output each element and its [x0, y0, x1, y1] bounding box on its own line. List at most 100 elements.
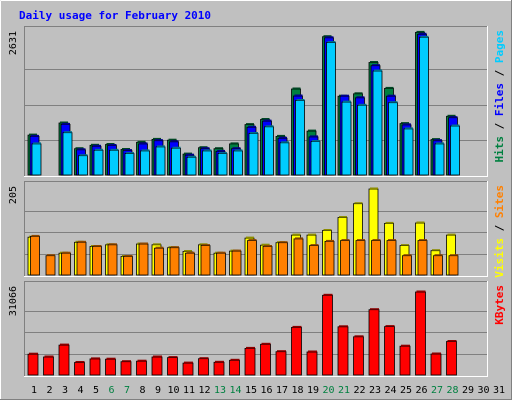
bar-top-sites-day-18	[295, 237, 303, 239]
bar-pages-day-21	[341, 101, 352, 176]
legend-separator: /	[493, 63, 506, 83]
bar-top-sites-day-12	[202, 244, 210, 246]
bar-top-hits-day-25	[401, 122, 409, 124]
bar-kbytes-day-3	[58, 344, 70, 376]
bar-sites-day-25	[402, 255, 412, 276]
bar-top-files-day-15	[248, 125, 256, 128]
bar-top-sites-day-23	[372, 239, 381, 241]
bar-top-files-day-1	[31, 134, 39, 137]
bar-top-files-day-18	[294, 94, 303, 96]
bar-top-files-day-6	[108, 144, 117, 146]
bar-sites-day-28	[448, 255, 459, 276]
bar-top-visits-day-9	[153, 243, 161, 245]
bar-top-pages-day-21	[343, 100, 351, 103]
day-label-20: 20	[322, 385, 334, 396]
bar-top-kbytes-day-18	[292, 325, 302, 328]
bar-kbytes-day-20	[322, 294, 333, 376]
legend-item-hits: Hits	[493, 136, 506, 163]
bar-kbytes-day-26	[415, 291, 426, 376]
y-max-label: 31066	[8, 286, 19, 316]
bar-top-files-day-23	[372, 64, 380, 66]
bar-top-kbytes-day-25	[401, 344, 410, 347]
day-label-15: 15	[245, 385, 257, 396]
bar-top-kbytes-day-20	[323, 293, 333, 296]
bar-kbytes-day-23	[368, 309, 380, 376]
bar-sites-day-5	[92, 246, 102, 276]
y-max-label: 2631	[8, 31, 19, 55]
bar-top-pages-day-27	[436, 142, 444, 144]
bar-top-pages-day-9	[157, 145, 165, 147]
bar-pages-day-7	[124, 153, 135, 176]
bar-top-files-day-5	[93, 144, 101, 147]
bar-top-sites-day-3	[62, 251, 71, 254]
bar-top-visits-day-28	[447, 233, 456, 236]
bar-top-sites-day-22	[357, 239, 365, 241]
bar-top-sites-day-1	[31, 234, 40, 237]
bar-top-hits-day-22	[354, 92, 363, 94]
day-label-9: 9	[155, 385, 161, 396]
bar-top-hits-day-15	[246, 123, 254, 125]
bar-top-hits-day-24	[385, 86, 394, 89]
bar-top-sites-day-26	[419, 239, 427, 241]
day-label-25: 25	[400, 385, 412, 396]
bar-sites-day-13	[216, 252, 226, 276]
bar-pages-day-4	[78, 155, 88, 176]
bar-top-visits-day-25	[401, 244, 409, 246]
bar-top-files-day-21	[341, 94, 349, 97]
bar-top-hits-day-23	[370, 61, 378, 63]
legend-item-sites: Sites	[493, 185, 506, 218]
bar-kbytes-day-13	[213, 361, 225, 376]
legend: KBytes	[493, 285, 506, 325]
bar-sites-day-27	[433, 255, 443, 276]
bar-top-hits-day-28	[447, 114, 456, 117]
bar-top-files-day-7	[124, 149, 132, 151]
bar-kbytes-day-12	[198, 358, 209, 376]
bar-top-pages-day-8	[141, 149, 150, 151]
panel-kbytes: 31066 KBytes	[8, 281, 506, 377]
bar-top-files-day-8	[139, 142, 148, 144]
bar-pages-day-14	[233, 150, 243, 176]
bar-top-pages-day-11	[188, 155, 196, 158]
bar-sites-day-10	[169, 247, 180, 276]
bar-pages-day-8	[140, 150, 150, 176]
bar-top-sites-day-2	[47, 254, 55, 256]
bar-pages-day-5	[93, 149, 104, 176]
legend-separator: /	[493, 116, 506, 136]
bar-pages-day-10	[171, 147, 181, 176]
bar-kbytes-day-19	[306, 351, 318, 376]
bar-top-kbytes-day-10	[168, 356, 178, 358]
bar-top-hits-day-1	[29, 133, 37, 136]
bar-top-visits-day-12	[199, 243, 208, 245]
day-axis: 1 2 3 4 5 6 7 8 9 10 11 12 13 14 15 16 17 18 19 20 21 22 23 24 2…	[31, 385, 505, 396]
bar-pages-day-11	[186, 156, 197, 176]
bar-top-files-day-19	[310, 135, 318, 137]
bar-top-visits-day-16	[261, 243, 270, 246]
bar-sites-day-14	[231, 250, 242, 276]
bar-top-pages-day-10	[172, 146, 181, 149]
bar-sites-day-2	[45, 255, 56, 276]
bar-sites-day-8	[138, 243, 149, 276]
bar-kbytes-day-18	[291, 326, 302, 376]
bar-top-kbytes-day-5	[91, 357, 100, 359]
bar-top-kbytes-day-13	[215, 360, 224, 363]
bar-top-files-day-17	[279, 136, 287, 139]
bar-sites-day-16	[262, 246, 273, 276]
bar-top-pages-day-18	[296, 99, 305, 101]
bar-pages-day-16	[264, 126, 274, 176]
bar-top-pages-day-4	[79, 154, 88, 156]
chart-title: Daily usage for February 2010	[19, 9, 211, 22]
bar-top-sites-day-15	[248, 239, 257, 241]
bar-top-pages-day-13	[219, 152, 227, 154]
bar-top-kbytes-day-19	[308, 350, 317, 352]
day-label-21: 21	[338, 385, 350, 396]
bar-top-hits-day-6	[106, 143, 115, 145]
bar-top-hits-day-26	[416, 30, 425, 33]
bar-kbytes-day-6	[105, 358, 116, 376]
bar-top-hits-day-16	[261, 118, 270, 120]
bar-top-files-day-14	[232, 147, 241, 149]
day-label-16: 16	[260, 385, 272, 396]
legend-item-pages: Pages	[493, 30, 506, 63]
bar-sites-day-15	[247, 240, 257, 276]
bar-top-visits-day-20	[323, 229, 332, 231]
bar-top-files-day-4	[77, 148, 86, 150]
